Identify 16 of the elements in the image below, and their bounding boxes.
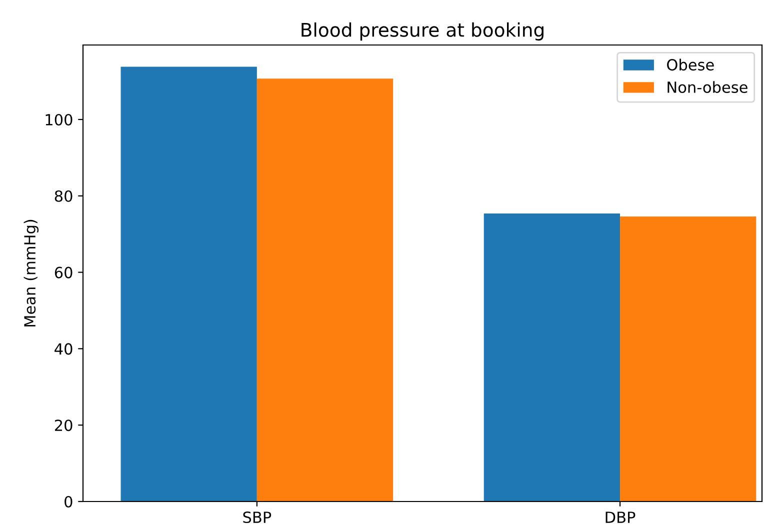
bar [120, 66, 257, 502]
x-tick-label: DBP [606, 512, 636, 523]
chart-title: Blood pressure at booking [302, 22, 544, 41]
bar [484, 213, 620, 502]
x-tick-label: SBP [243, 511, 272, 524]
y-tick-label: 80 [54, 190, 72, 202]
bar [620, 216, 756, 502]
y-tick-label: 100 [46, 114, 72, 126]
y-tick-label: 20 [54, 420, 72, 432]
y-tick-label: 40 [54, 343, 72, 355]
y-axis-title: Mean (mmHg) [24, 220, 39, 326]
legend-label: Non-obese [668, 81, 748, 93]
y-tick-label: 60 [54, 266, 72, 278]
legend-label: Obese [667, 58, 714, 71]
y-tick-label: 0 [64, 496, 72, 508]
bar [256, 78, 394, 502]
